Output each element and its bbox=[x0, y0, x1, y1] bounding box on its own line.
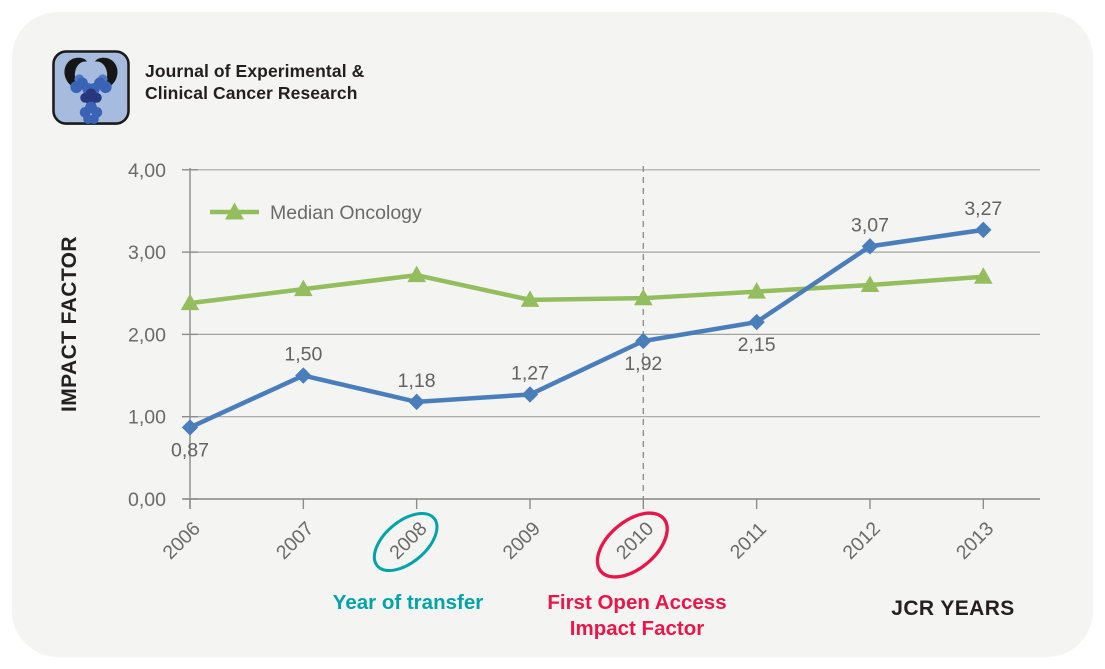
x-axis-title: JCR YEARS bbox=[891, 597, 1014, 620]
data-label-layer: 0,87 1,50 1,18 1,27 1,92 2,15 3,07 3,27 bbox=[171, 198, 1002, 462]
journal-title-line2: Clinical Cancer Research bbox=[145, 82, 358, 103]
circled-year-2008 bbox=[372, 511, 439, 573]
x-tick-label-2009: 2009 bbox=[499, 518, 545, 564]
journal-impact-factor-marker-2012 bbox=[861, 238, 879, 255]
first-open-access-annotation-line2: Impact Factor bbox=[570, 617, 704, 640]
y-tick-label: 4,00 bbox=[128, 160, 166, 182]
journal-impact-factor-value-label-2008: 1,18 bbox=[398, 370, 436, 392]
journal-impact-factor-marker-2006 bbox=[181, 419, 199, 436]
journal-impact-factor-value-label-2010: 1,92 bbox=[624, 353, 662, 375]
journal-impact-factor-marker-2011 bbox=[748, 313, 765, 331]
y-axis-title: IMPACT FACTOR bbox=[58, 236, 81, 412]
legend: Median Oncology bbox=[210, 202, 422, 224]
x-tick-label-2006: 2006 bbox=[159, 518, 205, 564]
journal-impact-factor-value-label-2012: 3,07 bbox=[851, 214, 889, 236]
year-of-transfer-annotation: Year of transfer bbox=[333, 591, 483, 614]
x-tick-label-2013: 2013 bbox=[952, 518, 998, 564]
y-tick-label: 2,00 bbox=[128, 324, 166, 346]
y-tick-label: 0,00 bbox=[128, 489, 166, 511]
median-oncology-marker-2007 bbox=[294, 279, 313, 297]
series-layer bbox=[180, 221, 993, 436]
x-tick-label-2011: 2011 bbox=[726, 518, 771, 563]
circled-year-2010 bbox=[595, 511, 669, 579]
crab-claws bbox=[64, 57, 118, 89]
median-oncology-marker-2011 bbox=[747, 282, 766, 299]
journal-impact-factor-marker-2009 bbox=[521, 386, 539, 403]
median-oncology-marker-2009 bbox=[520, 290, 540, 307]
median-oncology-marker-2010 bbox=[634, 288, 653, 306]
y-tick-label: 3,00 bbox=[128, 242, 166, 264]
x-tick-layer: 2006 2007 2008 2009 2010 2011 2012 2013 bbox=[159, 499, 998, 564]
journal-impact-factor-marker-2008 bbox=[408, 393, 425, 411]
antibody-crab-logo-icon bbox=[52, 50, 130, 125]
axes bbox=[183, 168, 1040, 509]
journal-title: Journal of Experimental & Clinical Cance… bbox=[145, 61, 364, 104]
median-oncology-marker-2006 bbox=[180, 293, 200, 311]
journal-impact-factor-marker-2013 bbox=[975, 221, 992, 239]
legend-triangle-icon bbox=[225, 202, 244, 220]
antibody-body bbox=[70, 74, 112, 125]
journal-impact-factor-value-label-2013: 3,27 bbox=[964, 198, 1002, 220]
median-oncology-marker-2012 bbox=[860, 275, 880, 293]
median-oncology-marker-2008 bbox=[407, 265, 426, 283]
journal-title-line1: Journal of Experimental & bbox=[145, 61, 365, 81]
journal-impact-factor-marker-2007 bbox=[295, 367, 312, 384]
first-open-access-annotation-line1: First Open Access bbox=[547, 591, 726, 614]
journal-impact-factor-value-label-2007: 1,50 bbox=[284, 344, 322, 366]
journal-impact-factor-value-label-2011: 2,15 bbox=[738, 334, 776, 356]
journal-impact-factor-marker-2010 bbox=[635, 332, 652, 350]
journal-logo bbox=[52, 50, 130, 126]
grid-layer: 0,00 1,00 2,00 3,00 4,00 bbox=[128, 160, 1040, 511]
legend-label: Median Oncology bbox=[270, 202, 422, 224]
y-tick-label: 1,00 bbox=[128, 407, 166, 429]
journal-impact-factor-value-label-2009: 1,27 bbox=[511, 362, 549, 384]
median-oncology-marker-2013 bbox=[974, 267, 993, 284]
journal-impact-factor-line bbox=[189, 227, 984, 430]
x-tick-label-2012: 2012 bbox=[839, 518, 885, 564]
circled-year-layer bbox=[372, 511, 669, 579]
x-tick-label-2007: 2007 bbox=[272, 518, 318, 564]
journal-impact-factor-value-label-2006: 0,87 bbox=[171, 439, 209, 461]
median-oncology-line bbox=[189, 272, 984, 306]
